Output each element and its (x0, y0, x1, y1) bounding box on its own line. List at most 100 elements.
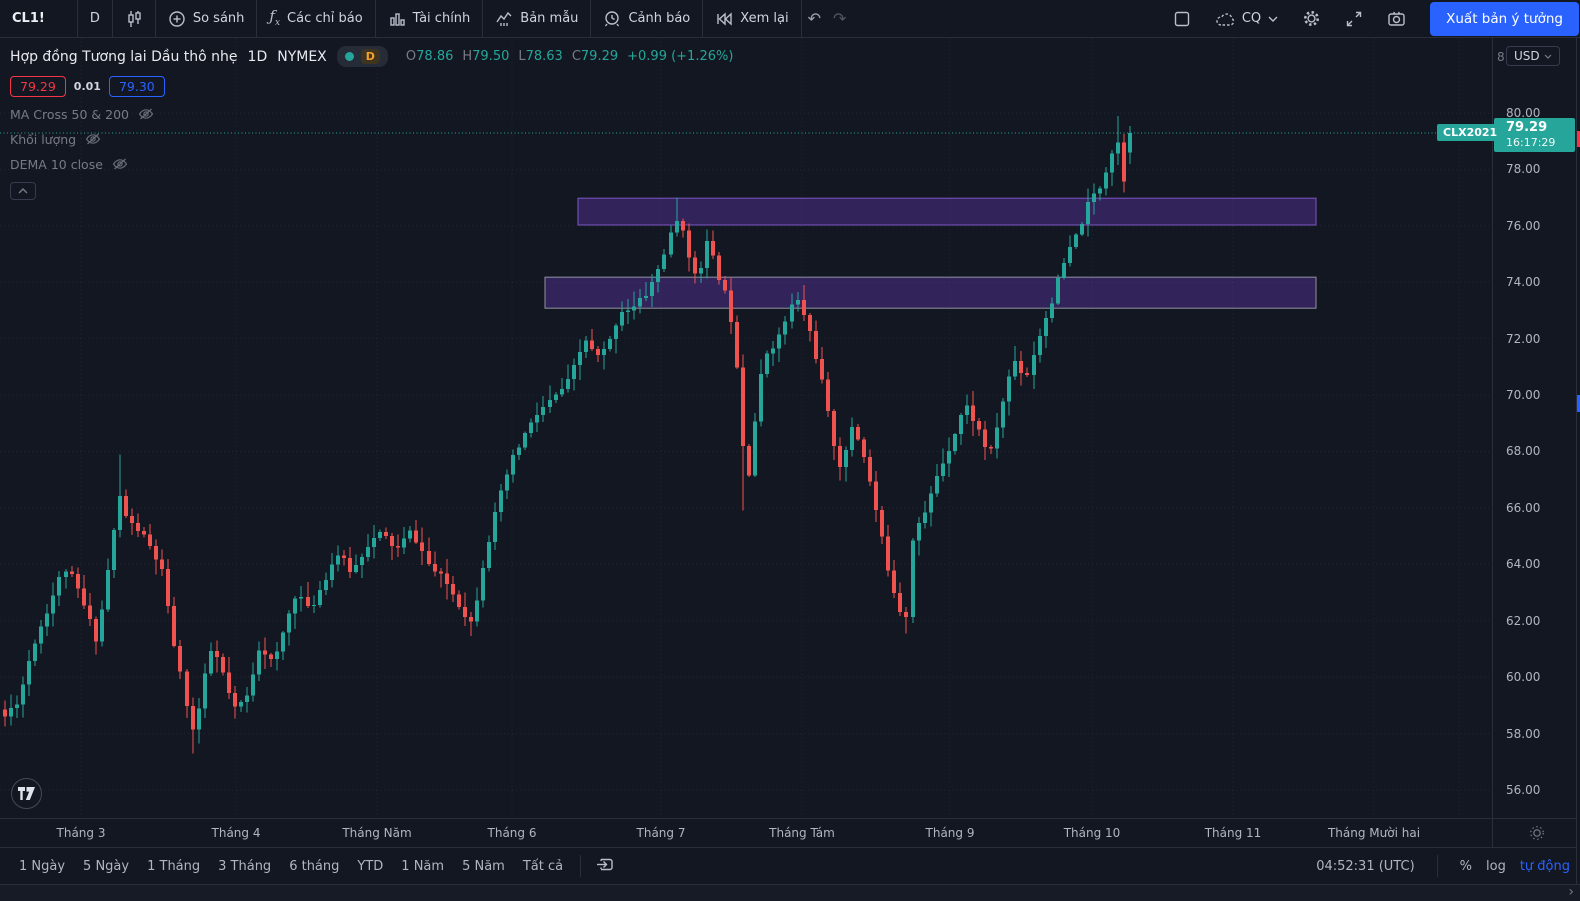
percent-scale-toggle[interactable]: % (1459, 858, 1472, 874)
plus-circle-icon (169, 10, 185, 27)
chart-grid (0, 38, 1491, 818)
range-button-5-ngày[interactable]: 5 Ngày (83, 858, 130, 874)
line-chart-icon (496, 11, 512, 26)
compare-button[interactable]: So sánh (156, 0, 257, 38)
go-to-date-button[interactable] (589, 852, 620, 881)
sun-icon[interactable] (1529, 825, 1545, 841)
chart-style-button[interactable] (113, 0, 155, 38)
bottom-scroll-strip: › (0, 884, 1580, 901)
templates-button[interactable]: Bản mẫu (483, 0, 590, 38)
price-axis-label: 70.00 (1506, 388, 1541, 403)
chevron-up-icon (18, 188, 28, 194)
indicator-name: Khối lượng (10, 131, 77, 147)
eye-off-icon[interactable] (138, 107, 154, 121)
range-button-3-tháng[interactable]: 3 Tháng (218, 858, 272, 874)
toolbar-divider (111, 0, 113, 38)
time-axis-label: Tháng 11 (1204, 826, 1262, 840)
time-axis[interactable]: Tháng 3 Tháng 4 Tháng Năm Tháng 6 Tháng 7 Thá… (0, 818, 1492, 847)
candles (3, 115, 1132, 754)
currency-selector[interactable]: USD (1506, 46, 1560, 66)
axis-corner (1492, 818, 1580, 847)
indicator-row-3[interactable]: DEMA 10 close (10, 156, 733, 172)
time-axis-label: Tháng Năm (342, 826, 412, 840)
toolbar-divider (154, 0, 156, 38)
price-axis-label: 64.00 (1506, 557, 1541, 572)
tradingview-logo[interactable] (11, 778, 42, 809)
indicator-list: MA Cross 50 & 200 Khối lượng DEMA 10 close (10, 106, 733, 172)
fx-icon: ƒx (269, 7, 281, 28)
replay-button[interactable]: Xem lại (703, 0, 800, 38)
time-axis-label: Tháng 7 (636, 826, 686, 840)
fullscreen-icon (1346, 11, 1362, 26)
price-axis-label: 76.00 (1506, 218, 1541, 233)
contract-price-label: CLX2021 (1437, 124, 1504, 142)
price-axis[interactable]: 8 USD 80.00 78.00 76.00 74.00 72.00 70.00 68.0… (1492, 38, 1575, 818)
last-price-tag: 79.29 16:17:29 (1494, 118, 1575, 153)
time-axis-label: Tháng 6 (487, 826, 537, 840)
range-button-1-tháng[interactable]: 1 Tháng (147, 858, 201, 874)
bottom-toolbar: 1 Ngày 5 Ngày 1 Tháng 3 Tháng 6 tháng YTD 1 Nă… (0, 847, 1580, 884)
snapshot-button[interactable] (1375, 0, 1418, 38)
toolbar-divider (702, 0, 704, 38)
last-price-value: 79.29 (1506, 120, 1548, 136)
time-axis-label: Tháng Tám (769, 826, 835, 840)
range-button-1-ngày[interactable]: 1 Ngày (19, 858, 66, 874)
chart-legend: Hợp đồng Tương lai Dầu thô nhẹ 1D NYMEX … (10, 46, 733, 200)
chart-canvas[interactable]: Hợp đồng Tương lai Dầu thô nhẹ 1D NYMEX … (0, 38, 1504, 818)
log-scale-toggle[interactable]: log (1486, 858, 1506, 874)
toolbar-divider (374, 0, 376, 38)
range-button-ytd[interactable]: YTD (357, 858, 384, 874)
financials-button[interactable]: Tài chính (376, 0, 483, 38)
auto-scale-toggle[interactable]: tự động (1519, 858, 1570, 874)
toolbar-divider (590, 0, 592, 38)
low-value: 78.63 (525, 49, 563, 64)
legend-collapse-button[interactable] (10, 182, 36, 200)
symbol-title[interactable]: Hợp đồng Tương lai Dầu thô nhẹ (10, 48, 238, 65)
price-axis-label: 72.00 (1506, 331, 1541, 346)
date-range-buttons: 1 Ngày 5 Ngày 1 Tháng 3 Tháng 6 tháng YTD 1 Nă… (10, 855, 572, 878)
scroll-right-arrow[interactable]: › (1568, 884, 1574, 900)
indicators-button[interactable]: ƒx Các chỉ báo (269, 7, 363, 28)
time-axis-label: Tháng 3 (56, 826, 106, 840)
replay-icon (717, 11, 732, 26)
range-button-6-tháng[interactable]: 6 tháng (289, 858, 340, 874)
legend-exchange[interactable]: NYMEX (277, 48, 327, 65)
redo-button[interactable]: ↷ (832, 9, 847, 28)
red-price-sliver (1577, 131, 1580, 147)
chevron-down-icon (1268, 16, 1278, 22)
resistance-zone-upper[interactable] (577, 197, 1317, 226)
alert-button[interactable]: Cảnh báo (591, 0, 702, 38)
spread-value: 0.01 (73, 80, 101, 93)
layout-button[interactable] (1161, 0, 1203, 38)
cloud-account-button[interactable]: CQ (1203, 0, 1290, 38)
fullscreen-button[interactable] (1333, 0, 1375, 38)
symbol-button[interactable]: CL1! (12, 11, 45, 26)
settings-button[interactable] (1290, 0, 1333, 38)
undo-button[interactable]: ↶ (807, 9, 821, 28)
toolbar-divider (1436, 855, 1438, 877)
clock-utc[interactable]: 04:52:31 (UTC) (1316, 858, 1415, 874)
close-value: 79.29 (580, 49, 619, 64)
resistance-zone-lower[interactable] (544, 276, 1317, 309)
indicator-row-2[interactable]: Khối lượng (10, 131, 733, 147)
open-value: 78.86 (416, 49, 454, 64)
range-button-tất-cả[interactable]: Tất cả (522, 858, 564, 874)
publish-idea-button[interactable]: Xuất bản ý tưởng (1430, 1, 1579, 36)
change-value: +0.99 (+1.26%) (627, 49, 734, 64)
price-axis-label: 56.00 (1506, 782, 1541, 797)
eye-off-icon[interactable] (112, 157, 128, 171)
clipped-axis-char: 8 (1497, 50, 1505, 64)
time-axis-label: Tháng 10 (1063, 826, 1121, 840)
eye-off-icon[interactable] (85, 132, 101, 146)
range-button-5-năm[interactable]: 5 Năm (462, 858, 505, 874)
bid-button[interactable]: 79.29 (10, 76, 66, 97)
range-button-1-năm[interactable]: 1 Năm (401, 858, 445, 874)
indicator-name: DEMA 10 close (10, 156, 103, 172)
candlestick-chart (0, 38, 1491, 818)
market-status-pill[interactable]: D (336, 46, 388, 67)
indicator-row-1[interactable]: MA Cross 50 & 200 (10, 106, 733, 122)
indicator-name: MA Cross 50 & 200 (10, 106, 130, 122)
ask-button[interactable]: 79.30 (108, 76, 165, 97)
interval-button[interactable]: D (89, 11, 100, 26)
legend-interval[interactable]: 1D (247, 48, 268, 65)
